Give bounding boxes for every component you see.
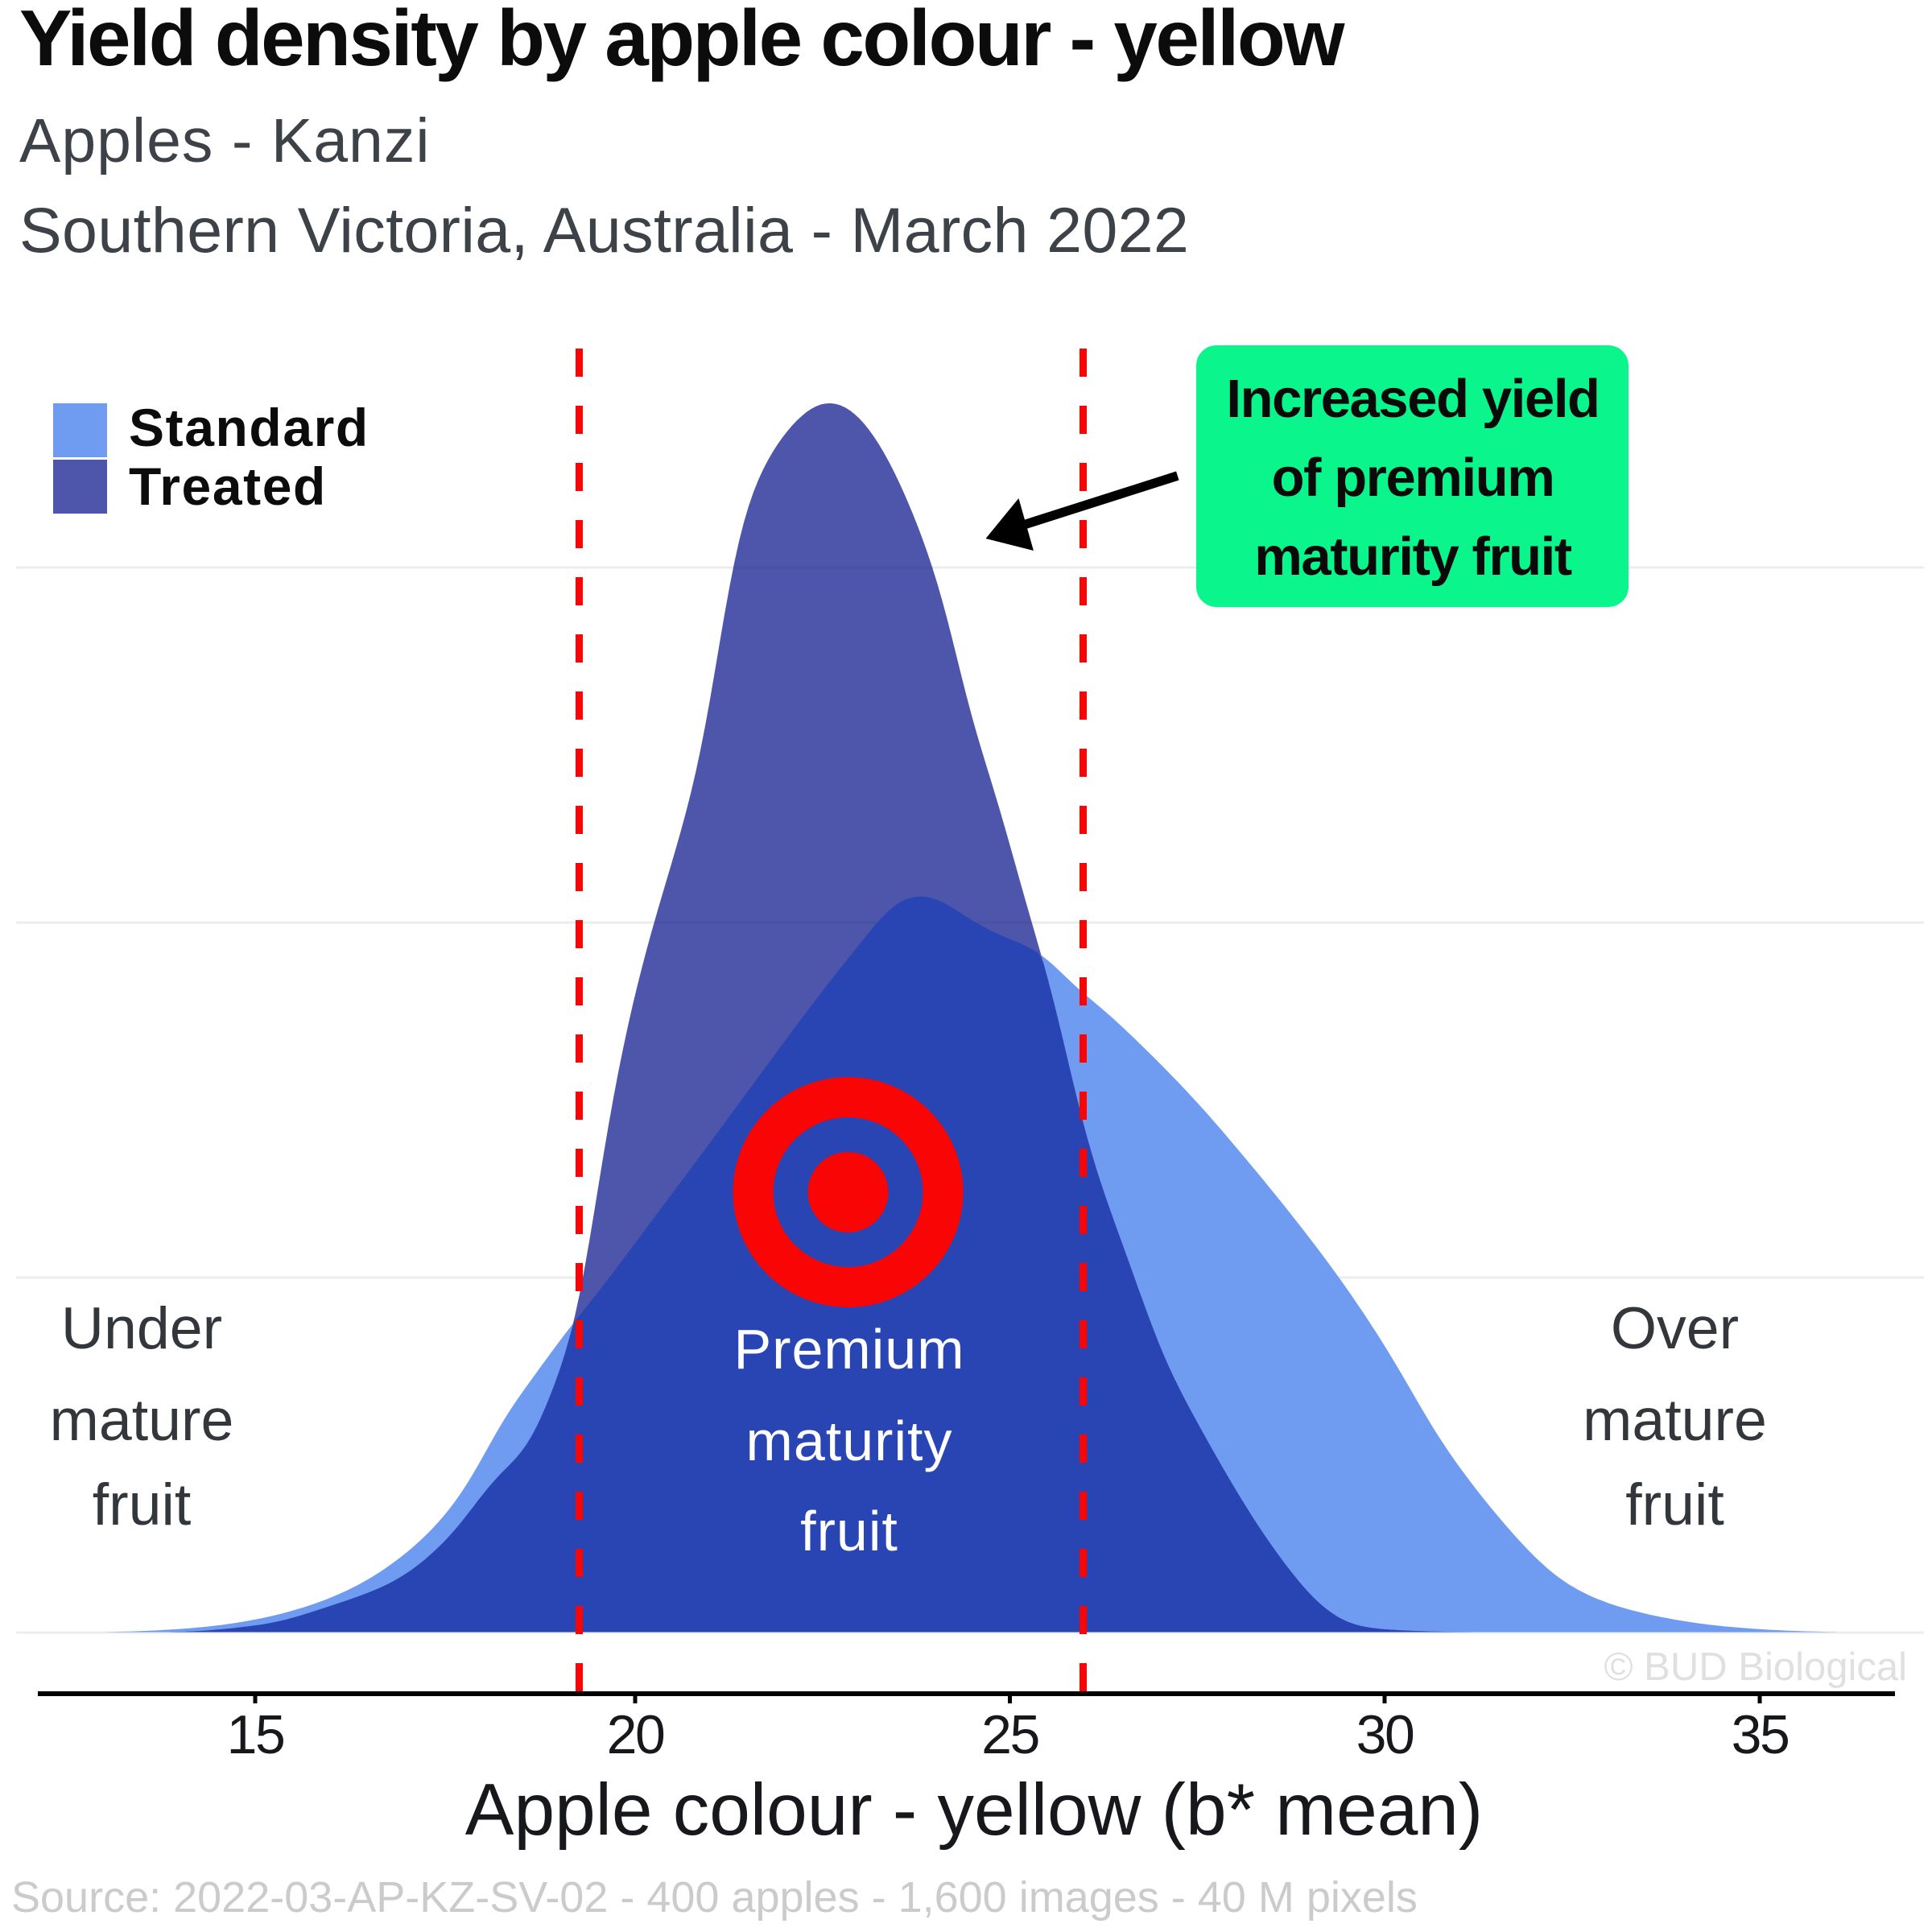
svg-text:35: 35 bbox=[1732, 1704, 1789, 1765]
svg-text:Apple colour - yellow (b* mean: Apple colour - yellow (b* mean) bbox=[465, 1769, 1483, 1851]
svg-text:fruit: fruit bbox=[800, 1500, 898, 1563]
svg-text:fruit: fruit bbox=[1625, 1471, 1724, 1538]
svg-text:fruit: fruit bbox=[93, 1471, 192, 1538]
svg-text:mature: mature bbox=[50, 1386, 234, 1453]
svg-text:mature: mature bbox=[1583, 1386, 1767, 1453]
svg-text:Treated: Treated bbox=[129, 456, 327, 516]
svg-text:Over: Over bbox=[1611, 1294, 1739, 1361]
svg-text:25: 25 bbox=[981, 1704, 1038, 1765]
svg-text:Standard: Standard bbox=[129, 398, 369, 457]
svg-text:15: 15 bbox=[227, 1704, 284, 1765]
svg-text:Yield density by apple colour: Yield density by apple colour - yellow bbox=[19, 0, 1345, 82]
svg-text:maturity: maturity bbox=[746, 1410, 953, 1472]
svg-text:Source: 2022-03-AP-KZ-SV-02 -: Source: 2022-03-AP-KZ-SV-02 - 400 apples… bbox=[11, 1873, 1418, 1922]
svg-text:Apples - Kanzi: Apples - Kanzi bbox=[19, 106, 430, 175]
svg-text:maturity fruit: maturity fruit bbox=[1254, 526, 1572, 587]
svg-text:20: 20 bbox=[607, 1704, 664, 1765]
svg-text:30: 30 bbox=[1356, 1704, 1414, 1765]
svg-text:© BUD Biological: © BUD Biological bbox=[1604, 1645, 1907, 1689]
svg-text:of premium: of premium bbox=[1272, 448, 1554, 508]
svg-text:Increased yield: Increased yield bbox=[1226, 369, 1599, 429]
svg-text:Premium: Premium bbox=[733, 1318, 964, 1381]
svg-text:Southern Victoria, Australia -: Southern Victoria, Australia - March 202… bbox=[19, 194, 1189, 266]
svg-text:Under: Under bbox=[61, 1294, 222, 1361]
